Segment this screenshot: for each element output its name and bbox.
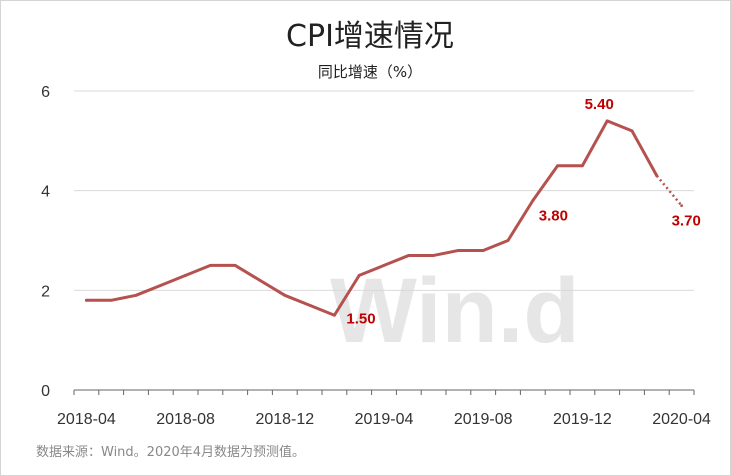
data-label: 3.80 [539, 208, 568, 225]
cpi-forecast-line [655, 174, 683, 207]
y-tick-label: 2 [41, 283, 50, 300]
data-point [357, 273, 361, 277]
data-point [382, 264, 386, 267]
x-tick-label: 2018-08 [156, 411, 215, 428]
x-tick-label: 2020-04 [652, 411, 711, 428]
y-axis: 0 2 4 6 [41, 84, 50, 400]
gridlines [74, 90, 694, 291]
data-label: 1.50 [346, 310, 375, 327]
data-point [159, 283, 163, 287]
x-tick-label: 2019-12 [553, 411, 612, 428]
data-point [481, 249, 485, 252]
data-point [233, 264, 237, 267]
source-note: 数据来源：Wind。2020年4月数据为预测值。 [36, 444, 305, 460]
data-label: 3.70 [672, 213, 701, 230]
x-tick-label: 2018-12 [255, 411, 314, 428]
y-tick-label: 6 [41, 84, 50, 101]
data-point [308, 303, 311, 307]
cpi-series-line [84, 119, 659, 317]
data-point [134, 293, 138, 297]
y-tick-label: 0 [41, 383, 50, 400]
data-point [457, 249, 460, 252]
data-point [680, 204, 683, 208]
data-point [581, 164, 584, 168]
data-point [333, 313, 336, 317]
data-point [531, 199, 535, 203]
data-point [407, 254, 411, 257]
x-tick-label: 2019-08 [454, 411, 513, 428]
data-point [85, 298, 88, 302]
data-label: 5.40 [585, 96, 614, 113]
x-tick-label: 2018-04 [57, 411, 116, 428]
x-tick-label: 2019-04 [355, 411, 414, 428]
data-point [258, 278, 262, 282]
data-point [506, 239, 510, 242]
chart-subtitle: 同比增速（%） [318, 63, 422, 81]
data-point [283, 293, 287, 297]
data-point [432, 254, 435, 257]
data-point [605, 119, 609, 123]
annotations: 1.50 3.80 5.40 3.70 [346, 96, 700, 327]
x-axis: 2018-04 2018-08 2018-12 2019-04 2019-08 2019-… [57, 389, 711, 428]
data-point [209, 264, 212, 267]
data-point [109, 298, 113, 302]
watermark: Win.d [330, 260, 580, 362]
series-line [84, 119, 683, 317]
data-point [556, 164, 559, 168]
chart-title: CPI增速情况 [286, 19, 454, 54]
data-point [655, 174, 659, 178]
y-tick-label: 4 [41, 184, 50, 201]
data-point [630, 129, 634, 133]
data-point [184, 273, 188, 277]
